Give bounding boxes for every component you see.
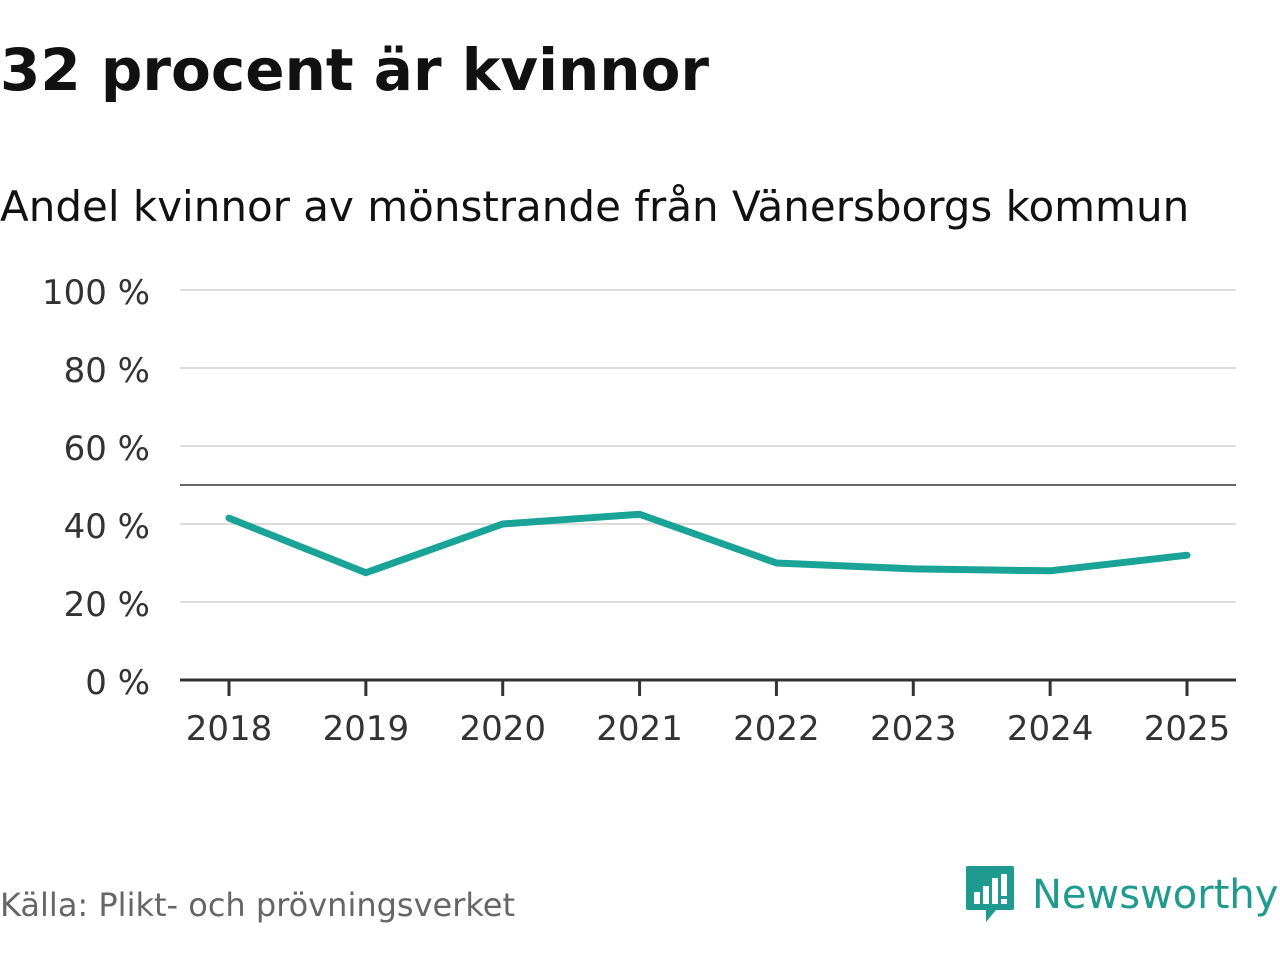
brand: Newsworthy xyxy=(964,864,1278,926)
x-tick-label: 2019 xyxy=(323,709,410,749)
chart-title: 32 procent är kvinnor xyxy=(0,36,710,104)
series-line xyxy=(225,510,1191,577)
source-note: Källa: Plikt- och prövningsverket xyxy=(0,886,515,924)
x-tick-label: 2022 xyxy=(733,709,820,749)
chart-subtitle: Andel kvinnor av mönstrande från Vänersb… xyxy=(0,182,1190,231)
y-tick-label: 80 % xyxy=(64,351,150,391)
y-tick-label: 100 % xyxy=(42,273,150,313)
x-tick-label: 2024 xyxy=(1007,709,1094,749)
y-tick-label: 0 % xyxy=(85,663,150,703)
x-tick-label: 2018 xyxy=(186,709,273,749)
y-tick-label: 20 % xyxy=(64,585,150,625)
brand-name: Newsworthy xyxy=(1032,872,1279,918)
newsworthy-logo-icon xyxy=(966,866,1014,922)
x-tick-label: 2020 xyxy=(459,709,546,749)
grid-lines xyxy=(180,289,1236,603)
x-tick-label: 2023 xyxy=(870,709,957,749)
x-tick-label: 2021 xyxy=(596,709,683,749)
x-axis-ticks: 2018 2019 2020 2021 2022 2023 2024 2025 xyxy=(186,680,1231,749)
line-chart: 0 % 20 % 40 % 60 % 80 % 100 % 2018 2019 2020 202… xyxy=(42,273,1236,749)
series-layer xyxy=(225,510,1191,577)
y-axis-tick-labels: 0 % 20 % 40 % 60 % 80 % 100 % xyxy=(42,273,150,703)
x-tick-label: 2025 xyxy=(1144,709,1231,749)
y-tick-label: 60 % xyxy=(64,429,150,469)
y-tick-label: 40 % xyxy=(64,507,150,547)
